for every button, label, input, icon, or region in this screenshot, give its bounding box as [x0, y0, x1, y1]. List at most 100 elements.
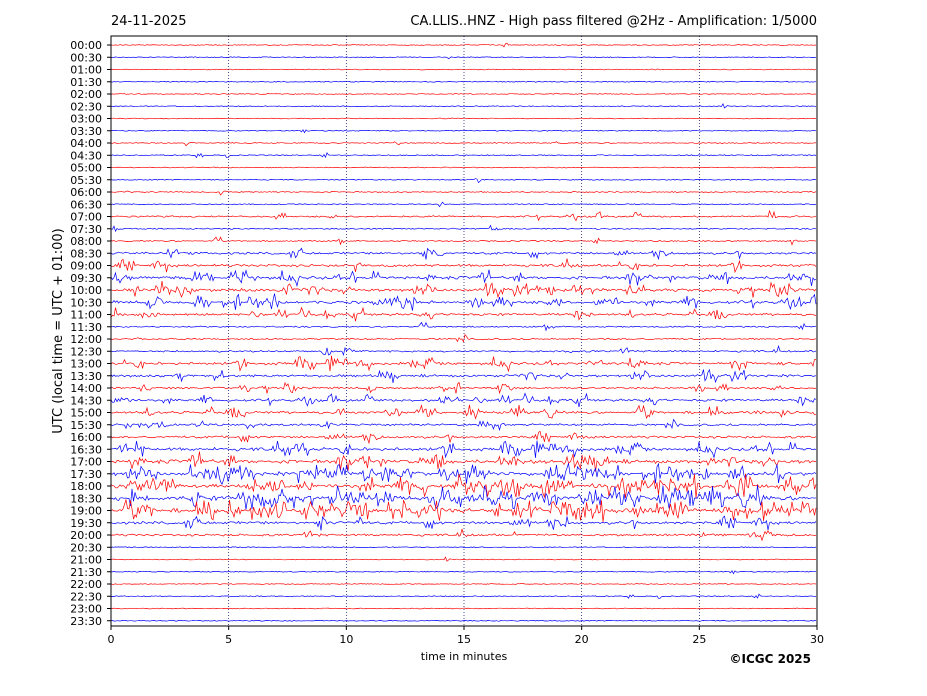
trace-row — [110, 236, 817, 246]
trace-row — [110, 141, 817, 147]
y-tick-label: 12:00 — [70, 333, 102, 346]
trace-row — [110, 258, 817, 274]
trace-row — [110, 166, 816, 169]
trace-row — [110, 92, 817, 95]
y-tick-label: 18:00 — [70, 480, 102, 493]
y-tick-label: 07:00 — [70, 211, 102, 224]
trace-row — [110, 209, 817, 222]
trace-row — [110, 619, 816, 622]
vertical-gridlines — [228, 36, 700, 626]
y-tick-label: 03:30 — [70, 125, 102, 138]
trace-row — [110, 546, 817, 549]
y-tick-label: 22:30 — [70, 590, 102, 603]
x-tick-label: 20 — [575, 633, 589, 646]
y-tick-label: 01:00 — [70, 64, 102, 77]
y-tick-label: 18:30 — [70, 492, 102, 505]
y-tick-label: 14:30 — [70, 394, 102, 407]
trace-row — [110, 462, 817, 486]
y-tick-label: 16:30 — [70, 443, 102, 456]
y-tick-label: 05:00 — [70, 162, 102, 175]
y-tick-label: 17:30 — [70, 468, 102, 481]
trace-row — [110, 440, 817, 459]
chart-title: CA.LLIS..HNZ - High pass filtered @2Hz -… — [410, 14, 817, 29]
trace-row — [110, 117, 817, 120]
trace-row — [110, 321, 817, 332]
y-tick-label: 21:30 — [70, 566, 102, 579]
trace-row — [110, 129, 817, 134]
y-tick-label: 15:30 — [70, 419, 102, 432]
y-tick-label: 08:30 — [70, 247, 102, 260]
y-tick-label: 05:30 — [70, 174, 102, 187]
trace-row — [110, 152, 817, 159]
chart-date: 24-11-2025 — [111, 14, 187, 29]
y-tick-label: 17:00 — [70, 456, 102, 469]
trace-row — [110, 42, 816, 48]
y-tick-label: 03:00 — [70, 113, 102, 126]
trace-row — [110, 381, 817, 395]
trace-row — [110, 418, 817, 432]
trace-row — [110, 80, 817, 83]
trace-row — [110, 607, 817, 610]
y-tick-label: 08:00 — [70, 235, 102, 248]
trace-row — [110, 485, 817, 510]
trace-row — [110, 68, 817, 71]
trace-row — [110, 556, 817, 562]
trace-row — [110, 102, 817, 109]
y-tick-label: 23:00 — [70, 603, 102, 616]
y-tick-label: 19:00 — [70, 505, 102, 518]
trace-row — [110, 56, 817, 60]
y-tick-labels: 00:0000:3001:0001:3002:0002:3003:0003:30… — [70, 39, 111, 628]
trace-row — [110, 269, 817, 288]
trace-row — [110, 593, 817, 599]
y-tick-label: 09:30 — [70, 272, 102, 285]
trace-row — [110, 293, 817, 311]
y-tick-label: 10:30 — [70, 296, 102, 309]
trace-row — [110, 570, 817, 575]
y-tick-label: 19:30 — [70, 517, 102, 530]
y-tick-label: 14:00 — [70, 382, 102, 395]
y-tick-label: 20:00 — [70, 529, 102, 542]
copyright-text: ©ICGC 2025 — [729, 652, 811, 666]
trace-row — [110, 333, 817, 343]
y-tick-label: 11:30 — [70, 321, 102, 334]
y-tick-label: 21:00 — [70, 554, 102, 567]
x-tick-label: 0 — [108, 633, 115, 646]
y-tick-label: 02:00 — [70, 88, 102, 101]
trace-row — [110, 201, 816, 208]
trace-row — [110, 247, 817, 261]
trace-row — [110, 404, 817, 420]
y-tick-label: 00:30 — [70, 51, 102, 64]
y-tick-label: 04:00 — [70, 137, 102, 150]
y-tick-label: 00:00 — [70, 39, 102, 52]
trace-row — [110, 344, 817, 357]
trace-row — [110, 224, 817, 233]
y-tick-label: 20:30 — [70, 541, 102, 554]
y-tick-label: 13:30 — [70, 370, 102, 383]
x-tick-label: 30 — [810, 633, 824, 646]
y-axis-label: UTC (local time = UTC + 01:00) — [51, 228, 66, 433]
x-axis-label: time in minutes — [421, 650, 508, 663]
y-tick-label: 16:00 — [70, 431, 102, 444]
y-tick-label: 02:30 — [70, 100, 102, 113]
trace-row — [110, 355, 817, 373]
y-tick-label: 09:00 — [70, 260, 102, 273]
trace-row — [110, 451, 817, 472]
trace-row — [110, 306, 817, 322]
trace-row — [110, 392, 817, 407]
y-tick-label: 01:30 — [70, 76, 102, 89]
y-tick-label: 11:00 — [70, 309, 102, 322]
trace-row — [110, 430, 817, 445]
y-tick-label: 23:30 — [70, 615, 102, 628]
x-tick-label: 15 — [457, 633, 471, 646]
trace-row — [110, 515, 817, 531]
y-tick-label: 07:30 — [70, 223, 102, 236]
x-tick-label: 5 — [225, 633, 232, 646]
y-tick-label: 22:00 — [70, 578, 102, 591]
trace-row — [110, 528, 817, 542]
trace-group — [110, 42, 817, 622]
x-tick-label: 25 — [692, 633, 706, 646]
y-tick-label: 04:30 — [70, 149, 102, 162]
trace-row — [110, 178, 817, 184]
y-tick-label: 12:30 — [70, 345, 102, 358]
